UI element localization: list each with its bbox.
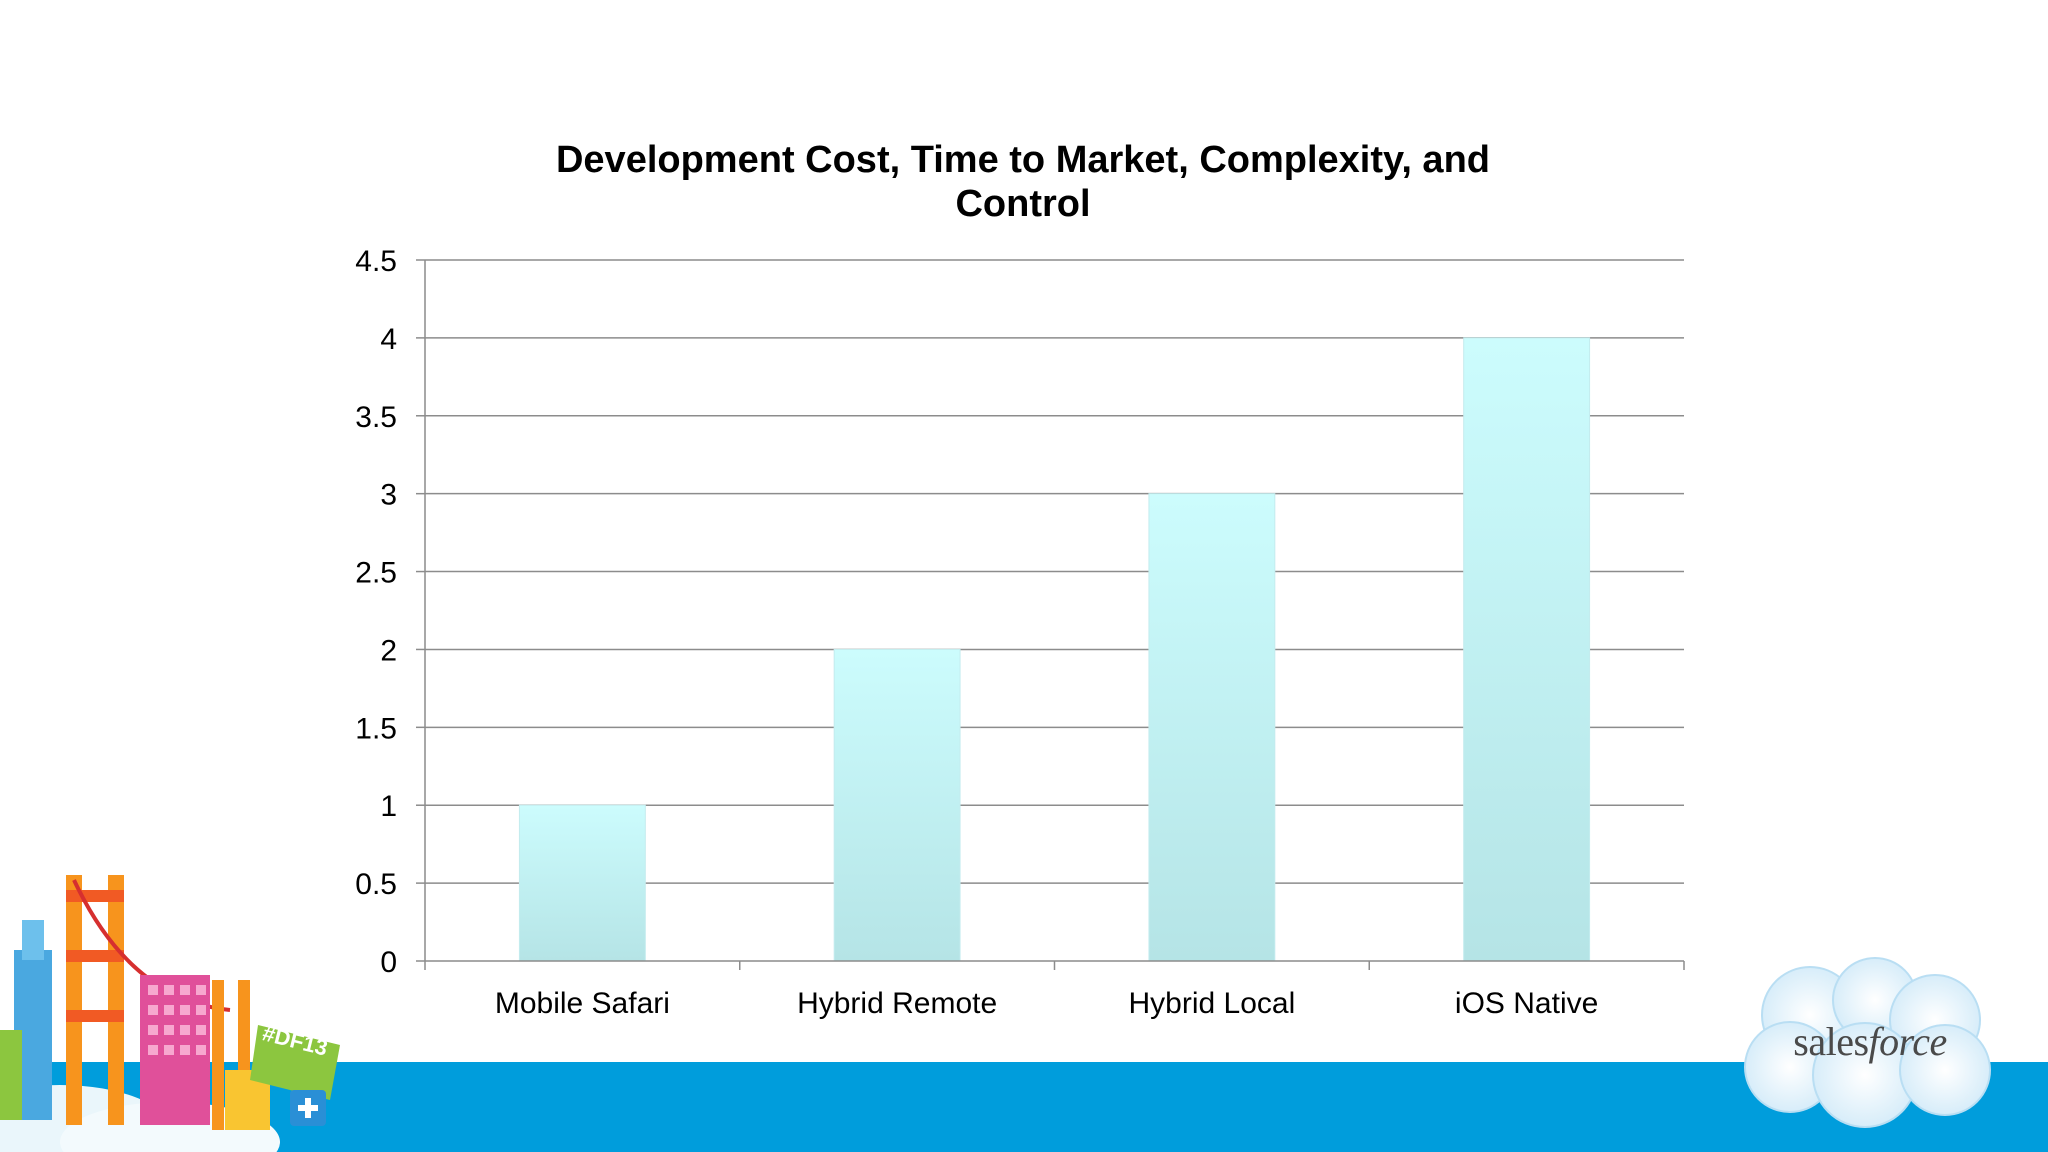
logo-text-b: force xyxy=(1868,1019,1948,1064)
salesforce-logo-text: salesforce xyxy=(1735,1018,2005,1065)
salesforce-logo-cloud xyxy=(1744,957,1991,1128)
y-tick-label: 1.5 xyxy=(355,712,397,745)
chart-title-line-2: Control xyxy=(955,183,1091,225)
footer-band xyxy=(0,1062,2048,1152)
logo-text-a: sales xyxy=(1793,1019,1869,1064)
y-tick-label: 3 xyxy=(380,479,397,512)
y-tick-label: 4.5 xyxy=(355,245,397,278)
x-category-label: Hybrid Local xyxy=(1129,987,1296,1020)
bar-mobile-safari xyxy=(518,804,646,962)
y-tick-label: 2.5 xyxy=(355,557,397,590)
x-category-label: Hybrid Remote xyxy=(797,987,997,1020)
bar-hybrid-local xyxy=(1148,493,1276,962)
y-tick-label: 0.5 xyxy=(355,868,397,901)
y-tick-label: 4 xyxy=(380,323,397,356)
bar-ios-native xyxy=(1463,337,1591,962)
x-category-label: iOS Native xyxy=(1455,987,1598,1020)
x-category-label: Mobile Safari xyxy=(495,987,670,1020)
y-tick-label: 2 xyxy=(380,634,397,667)
y-tick-label: 3.5 xyxy=(355,401,397,434)
bar-chart: 0 0.5 1 1.5 2 2.5 3 3.5 4 4.5 Mobile Safari Hybrid … xyxy=(355,245,1685,1020)
bar-hybrid-remote xyxy=(833,648,961,962)
chart-title-line-1: Development Cost, Time to Market, Comple… xyxy=(555,139,1490,181)
city-skyline-illustration xyxy=(0,875,340,1152)
y-tick-label: 1 xyxy=(380,790,397,823)
chart-title: Development Cost, Time to Market, Comple… xyxy=(423,138,1623,226)
y-tick-label: 0 xyxy=(380,946,397,979)
